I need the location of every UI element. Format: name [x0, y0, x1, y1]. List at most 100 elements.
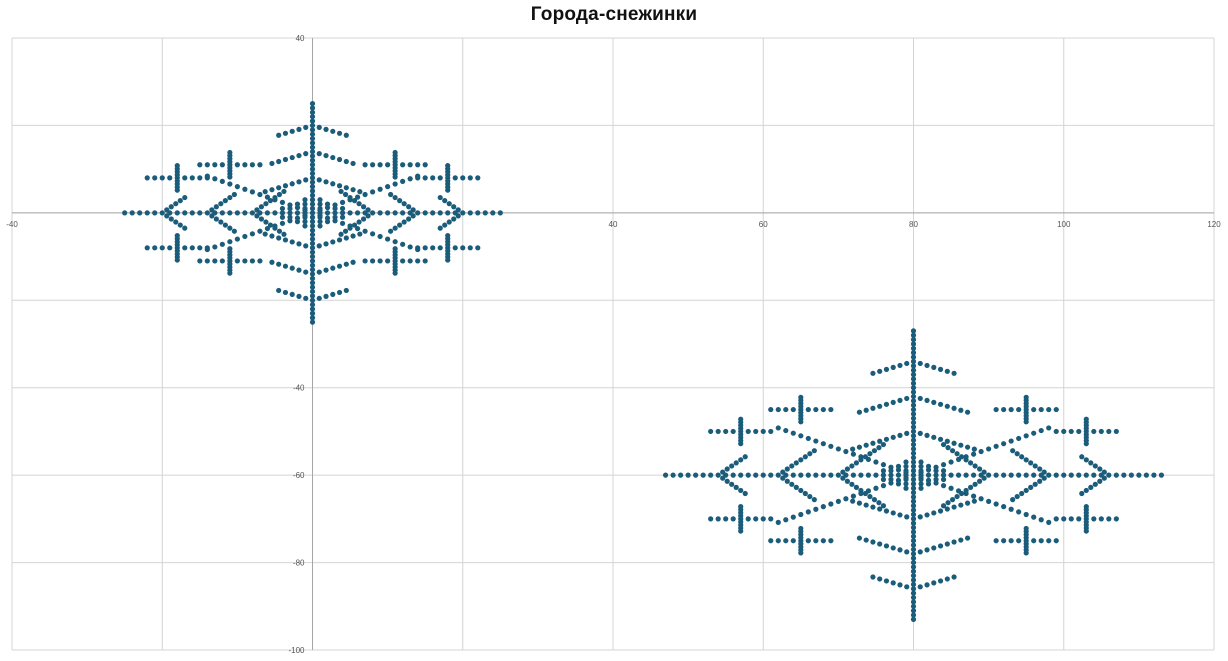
data-point [924, 547, 930, 553]
data-point [282, 183, 289, 189]
data-point [1001, 441, 1007, 447]
data-point [1001, 406, 1007, 413]
data-point [269, 259, 275, 265]
data-point [249, 162, 255, 168]
data-point [309, 293, 316, 299]
data-point [407, 176, 413, 182]
data-point [254, 207, 260, 213]
data-point [708, 428, 714, 435]
data-point [309, 170, 316, 177]
data-point [1079, 454, 1085, 460]
data-point [910, 402, 917, 408]
data-point [174, 248, 180, 254]
data-point [910, 415, 917, 421]
data-point [971, 446, 977, 452]
data-point [309, 192, 316, 198]
data-point [840, 475, 846, 481]
data-point [159, 210, 165, 216]
data-point [856, 500, 863, 506]
data-point [1092, 481, 1098, 487]
data-point [910, 441, 917, 448]
data-point [760, 472, 766, 478]
data-point [242, 258, 248, 264]
data-point [309, 210, 316, 216]
data-point [820, 472, 826, 478]
data-point [948, 459, 954, 465]
data-point [370, 210, 376, 216]
data-point [323, 293, 329, 299]
data-point [931, 434, 937, 440]
data-point [910, 372, 917, 378]
data-point [174, 163, 180, 169]
data-point [917, 395, 923, 402]
data-point [849, 463, 855, 469]
data-point [1014, 493, 1020, 500]
data-point [807, 451, 813, 457]
data-point [296, 241, 302, 247]
data-point [242, 210, 248, 216]
data-point [1079, 490, 1085, 497]
data-point [883, 401, 890, 407]
data-point [856, 535, 863, 541]
data-point [843, 448, 849, 455]
data-point [933, 468, 939, 474]
data-point [219, 210, 225, 216]
data-point [850, 493, 857, 499]
data-point [370, 231, 376, 237]
data-point [309, 175, 316, 181]
data-point [336, 289, 343, 296]
data-point [182, 245, 188, 251]
data-point [164, 213, 170, 219]
data-point [269, 160, 275, 167]
data-point [392, 225, 398, 231]
data-point [910, 529, 917, 535]
data-point [267, 198, 274, 204]
data-point [924, 512, 930, 518]
data-point [925, 463, 932, 469]
data-point [475, 175, 481, 181]
data-point [212, 162, 218, 168]
data-point [853, 484, 860, 490]
data-point [738, 416, 744, 422]
data-point [309, 236, 316, 242]
data-point [467, 245, 473, 251]
data-point [924, 582, 930, 588]
data-point [742, 490, 748, 497]
data-point [742, 454, 748, 460]
data-point [870, 440, 876, 446]
data-point [945, 500, 951, 506]
data-point [1023, 541, 1029, 547]
data-point [724, 478, 730, 484]
data-point [1037, 466, 1043, 472]
data-point [309, 249, 316, 255]
data-point [174, 210, 180, 216]
data-point [856, 409, 863, 415]
data-point [343, 235, 349, 241]
data-point [897, 547, 903, 553]
data-point [455, 207, 461, 213]
data-point [944, 438, 950, 444]
data-point [724, 466, 730, 472]
data-point [219, 162, 225, 168]
data-point [910, 538, 917, 544]
data-point [296, 152, 302, 159]
data-point [309, 240, 316, 247]
data-point [986, 472, 992, 478]
data-point [309, 144, 316, 150]
data-point [910, 468, 917, 474]
data-point [910, 406, 917, 413]
data-point [415, 245, 421, 251]
data-point [876, 445, 882, 451]
data-point [670, 472, 676, 478]
data-point [880, 462, 887, 468]
data-point [890, 545, 896, 551]
data-point [343, 132, 349, 138]
data-point [309, 253, 316, 260]
data-point [981, 469, 987, 475]
data-point [910, 341, 917, 347]
data-point [137, 210, 143, 216]
data-point [422, 175, 428, 181]
data-point [870, 574, 876, 580]
data-point [918, 468, 924, 474]
data-point [880, 472, 887, 478]
